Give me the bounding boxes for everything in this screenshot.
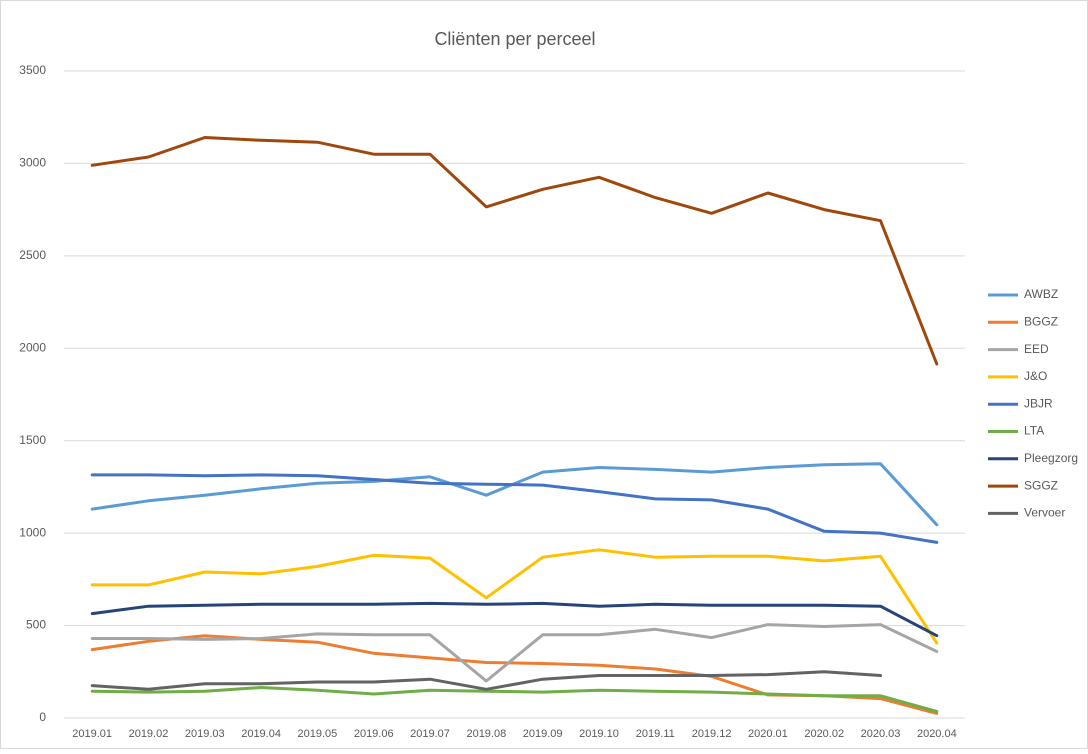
legend-label: J&O (1024, 369, 1047, 383)
x-tick-label: 2019.05 (298, 728, 338, 740)
y-tick-label: 0 (39, 710, 46, 724)
y-tick-label: 3500 (19, 63, 46, 77)
legend-label: LTA (1024, 424, 1044, 438)
series-line (90, 670, 882, 691)
x-tick-label: 2020.03 (861, 728, 901, 740)
series-line (90, 473, 939, 544)
x-tick-label: 2019.11 (636, 728, 675, 740)
series-line (90, 686, 939, 713)
x-tick-label: 2019.03 (185, 728, 225, 740)
x-tick-label: 2020.02 (804, 728, 844, 740)
legend-label: Pleegzorg (1024, 451, 1078, 465)
x-tick-label: 2019.01 (72, 728, 112, 740)
legend-label: EED (1024, 342, 1049, 356)
y-tick-label: 3000 (19, 156, 46, 170)
x-tick-label: 2019.12 (692, 728, 732, 740)
x-tick-label: 2019.09 (523, 728, 563, 740)
y-tick-label: 500 (26, 618, 46, 632)
series-line (90, 548, 939, 645)
legend-label: Vervoer (1024, 506, 1065, 520)
series-line (90, 136, 939, 366)
legend-label: JBJR (1024, 396, 1053, 410)
x-tick-label: 2020.01 (748, 728, 788, 740)
series-line (90, 623, 939, 683)
legend-label: AWBZ (1024, 287, 1058, 301)
x-tick-label: 2019.06 (354, 728, 394, 740)
x-tick-label: 2020.04 (917, 728, 957, 740)
legend-label: SGGZ (1024, 478, 1058, 492)
x-tick-label: 2019.02 (129, 728, 169, 740)
x-tick-label: 2019.08 (466, 728, 506, 740)
series-line (90, 601, 939, 638)
x-tick-label: 2019.10 (579, 728, 619, 740)
y-tick-label: 1500 (19, 433, 46, 447)
x-tick-label: 2019.07 (410, 728, 450, 740)
x-tick-label: 2019.04 (241, 728, 281, 740)
legend-label: BGGZ (1024, 314, 1058, 328)
y-tick-label: 2000 (19, 340, 46, 354)
y-tick-label: 1000 (19, 525, 46, 539)
chart-title: Cliënten per perceel (434, 29, 595, 49)
y-tick-label: 2500 (19, 248, 46, 262)
